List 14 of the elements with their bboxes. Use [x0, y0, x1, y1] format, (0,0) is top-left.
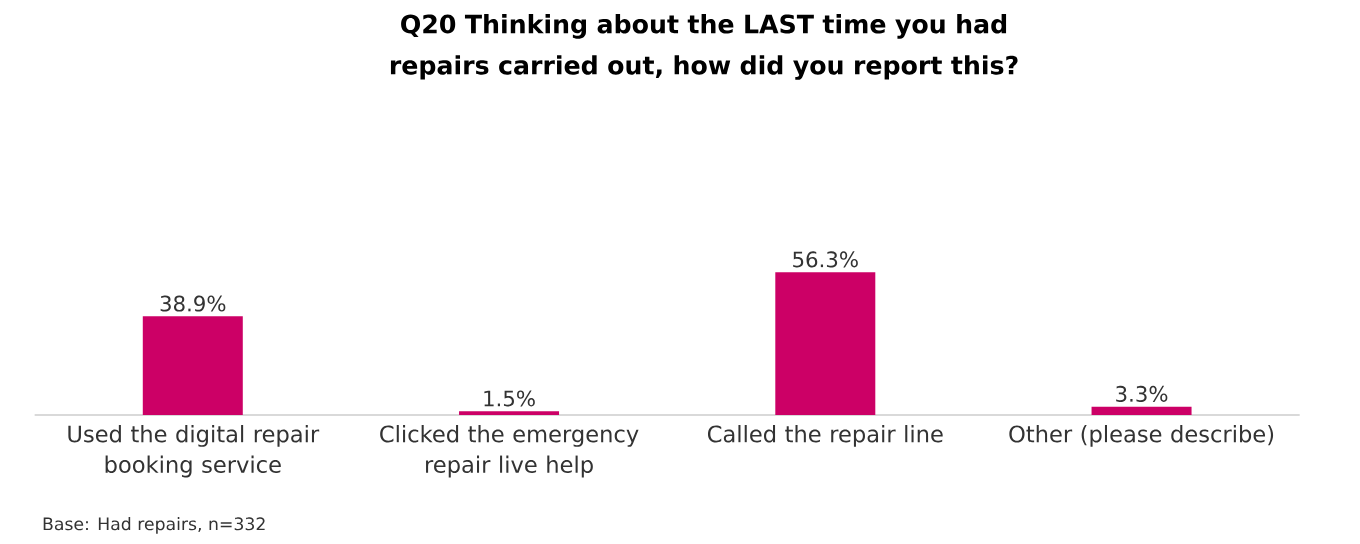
x-tick-label: Called the repair line [707, 425, 943, 447]
bar [1091, 406, 1192, 415]
data-label: 1.5% [484, 390, 535, 407]
x-tick-label: Used the digital repair booking service [68, 425, 320, 478]
data-label: 3.3% [1116, 385, 1168, 402]
text: Base: Had repairs, n=332 [43, 516, 265, 534]
bar [459, 411, 560, 415]
chart-title: Q20 Thinking about the LAST time you had repairs carried out, how did you report this? [390, 14, 1018, 80]
data-label: 56.3% [793, 251, 858, 268]
x-tick-label: Clicked the emergency repair live help [380, 425, 639, 478]
bar [775, 272, 876, 415]
bar [142, 316, 243, 415]
x-tick-label: Other (please describe) [1009, 425, 1274, 447]
data-label: 38.9% [160, 295, 226, 312]
